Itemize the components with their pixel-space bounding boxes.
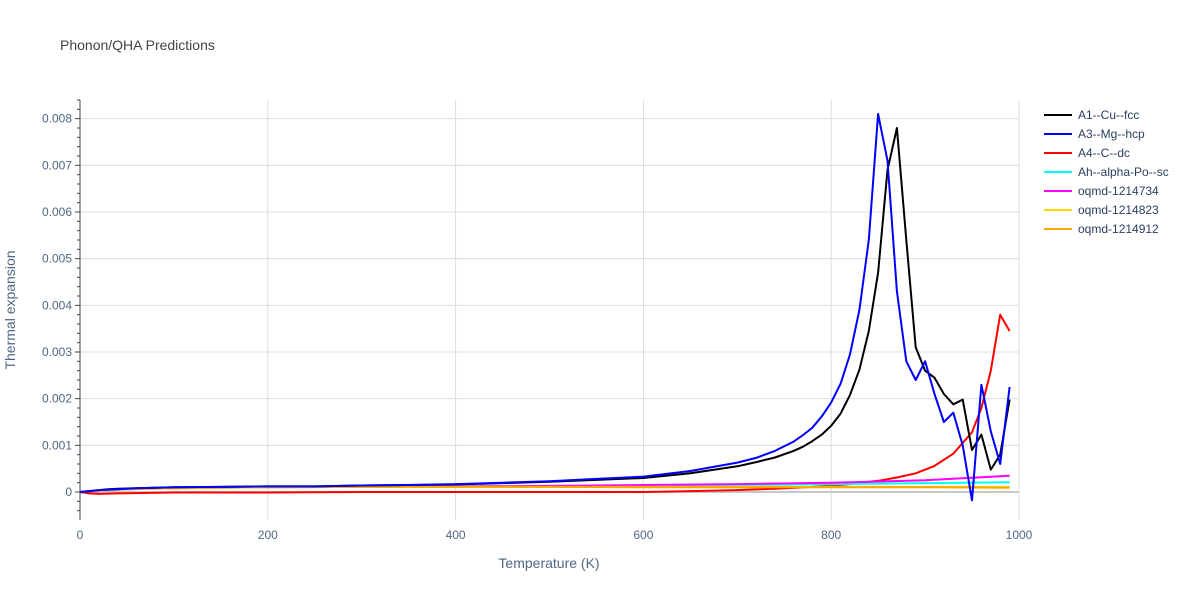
legend-label: A3--Mg--hcp	[1078, 127, 1145, 141]
x-tick-label: 600	[633, 528, 653, 542]
y-tick-label: 0.007	[42, 158, 72, 172]
x-tick-label: 400	[446, 528, 466, 542]
series-lines	[79, 113, 1011, 502]
y-axis-title: Thermal expansion	[2, 250, 18, 369]
y-tick-label: 0.001	[42, 438, 72, 452]
y-tick-label: 0.003	[42, 345, 72, 359]
legend-item-4[interactable]: oqmd-1214734	[1044, 184, 1159, 198]
series-line-0	[79, 127, 1011, 493]
y-tick-label: 0.005	[42, 252, 72, 266]
legend-item-6[interactable]: oqmd-1214912	[1044, 222, 1159, 236]
legend-label: oqmd-1214912	[1078, 222, 1159, 236]
series-line-2	[79, 313, 1011, 495]
legend-label: A1--Cu--fcc	[1078, 108, 1139, 122]
y-tick-label: 0	[65, 485, 72, 499]
x-tick-label: 0	[77, 528, 84, 542]
chart-title: Phonon/QHA Predictions	[60, 37, 215, 53]
x-tick-label: 1000	[1006, 528, 1033, 542]
y-tick-label: 0.008	[42, 112, 72, 126]
x-tick-label: 200	[258, 528, 278, 542]
axis-ticks: 0 200 400 600 800 1000 0 0.001 0.002 0.003 0.004 0.…	[42, 99, 1033, 542]
y-tick-label: 0.002	[42, 392, 72, 406]
legend-item-1[interactable]: A3--Mg--hcp	[1044, 127, 1145, 141]
legend-label: A4--C--dc	[1078, 146, 1130, 160]
legend-label: oqmd-1214823	[1078, 203, 1159, 217]
legend[interactable]: A1--Cu--fcc A3--Mg--hcp A4--C--dc Ah--alpha…	[1044, 108, 1169, 236]
series-line-1	[79, 113, 1011, 502]
x-tick-label: 800	[821, 528, 841, 542]
grid	[80, 100, 1020, 520]
legend-item-0[interactable]: A1--Cu--fcc	[1044, 108, 1139, 122]
x-axis-title: Temperature (K)	[498, 555, 599, 571]
y-tick-label: 0.006	[42, 205, 72, 219]
legend-item-3[interactable]: Ah--alpha-Po--sc	[1044, 165, 1169, 179]
y-tick-label: 0.004	[42, 298, 72, 312]
legend-label: oqmd-1214734	[1078, 184, 1159, 198]
legend-item-5[interactable]: oqmd-1214823	[1044, 203, 1159, 217]
legend-item-2[interactable]: A4--C--dc	[1044, 146, 1130, 160]
legend-label: Ah--alpha-Po--sc	[1078, 165, 1169, 179]
